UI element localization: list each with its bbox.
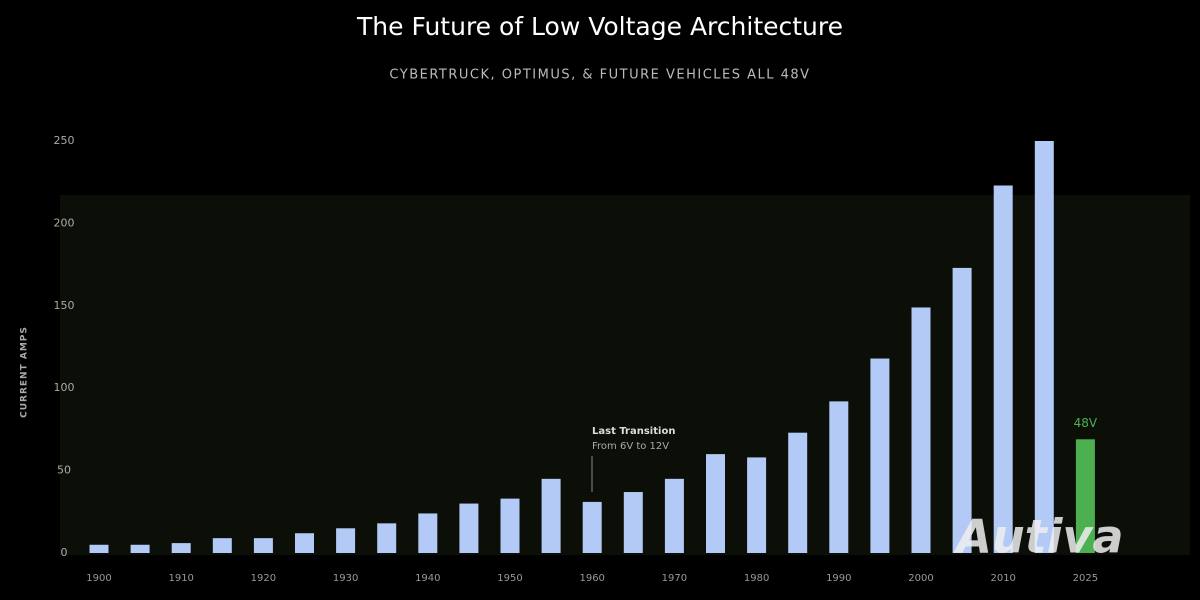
bar [171,543,191,553]
x-tick-label: 1920 [251,573,276,584]
bar [911,307,931,553]
bar [623,492,643,553]
bar [952,267,972,553]
bar-label: 48V [1074,416,1098,430]
x-tick-label: 2000 [908,573,933,584]
bar [993,185,1013,553]
x-tick-label: 1980 [744,573,769,584]
y-tick-label: 50 [57,464,71,477]
bar [295,533,314,553]
bar [788,432,808,553]
bar [1034,141,1054,553]
x-tick-label: 2010 [990,573,1015,584]
bar [582,501,602,553]
y-tick-label: 0 [61,546,68,559]
x-tick-label: 1990 [826,573,851,584]
x-tick-label: 1940 [415,573,440,584]
y-tick-label: 250 [54,134,75,147]
x-tick-label: 1900 [86,573,111,584]
bar [870,358,890,553]
bar [459,503,479,553]
annotation-text: From 6V to 12V [592,441,669,452]
chart-subtitle: CYBERTRUCK, OPTIMUS, & FUTURE VEHICLES A… [389,68,810,83]
y-tick-label: 150 [54,299,75,312]
x-tick-label: 1960 [579,573,604,584]
x-tick-label: 1970 [662,573,687,584]
annotation-title: Last Transition [592,426,675,437]
bar [336,528,356,553]
bar [1075,439,1095,553]
y-tick-label: 200 [54,216,75,229]
bar [253,538,273,553]
bar [747,457,767,553]
bar [130,544,150,553]
y-tick-label: 100 [54,381,75,394]
bar [706,454,725,553]
chart-title: The Future of Low Voltage Architecture [356,12,843,41]
x-tick-label: 2025 [1073,573,1098,584]
bar [212,538,232,553]
bar [829,401,849,553]
bar [541,478,561,553]
watermark: Autiva [953,510,1123,564]
x-tick-label: 1950 [497,573,522,584]
bar [418,513,438,553]
bar [89,544,109,553]
x-tick-label: 1930 [333,573,358,584]
bar [664,478,684,553]
bar [500,498,520,553]
y-axis-label: CURRENT AMPS [20,326,30,418]
bar [377,523,397,553]
x-tick-label: 1910 [168,573,193,584]
